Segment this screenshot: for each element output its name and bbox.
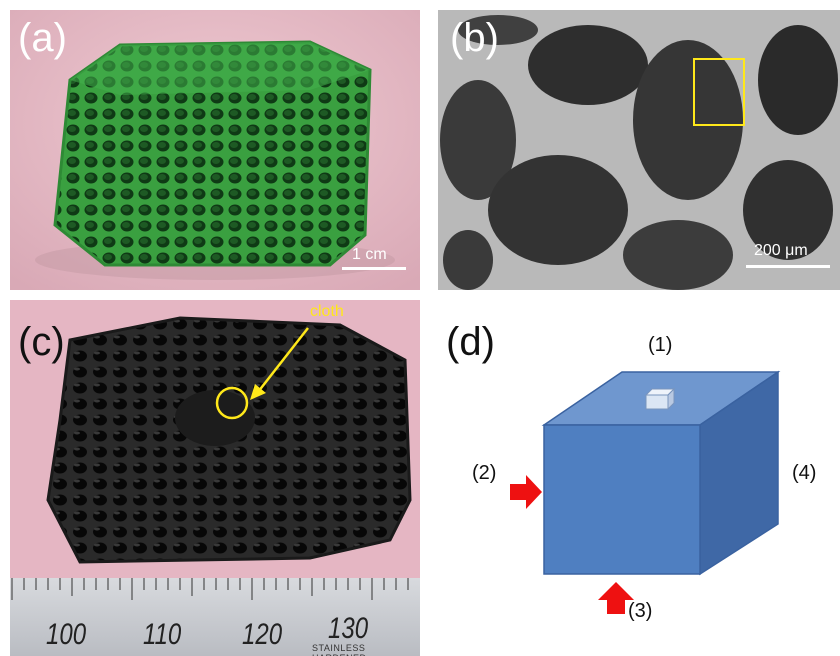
black-foam-image <box>10 300 420 656</box>
panel-c-photo: (c) cloth 100 110 120 130 STAINLESS HARD… <box>10 300 420 656</box>
ruler <box>10 578 420 656</box>
cube-diagram <box>510 370 781 614</box>
cloth-arrow-line <box>257 327 309 393</box>
label-1: (1) <box>648 334 673 356</box>
ruler-brand-text: STAINLESS HARDENED <box>312 643 366 656</box>
panel-c-label: (c) <box>18 320 65 364</box>
panel-d-label: (d) <box>446 320 495 364</box>
label-3: (3) <box>628 600 653 622</box>
panel-b-micrograph: (b) 200 μm <box>438 10 840 290</box>
sample-cube-front <box>645 394 669 410</box>
ruler-number-100: 100 <box>46 618 87 651</box>
region-of-interest-box <box>693 58 745 126</box>
green-foam-image <box>10 10 420 290</box>
panel-a-scale-label: 1 cm <box>352 246 387 263</box>
label-4: (4) <box>792 462 817 484</box>
cloth-arrow-head <box>250 384 266 400</box>
sem-image <box>438 10 840 290</box>
panel-b-label: (b) <box>450 16 499 60</box>
arrow-bottom-red <box>598 582 634 614</box>
cloth-annotation-label: cloth <box>310 303 344 320</box>
cloth-circle <box>215 386 249 420</box>
panel-a-photo: (a) 1 cm <box>10 10 420 290</box>
ruler-number-130: 130 <box>328 612 369 645</box>
panel-b-scale-label: 200 μm <box>754 242 808 259</box>
ruler-number-120: 120 <box>242 618 283 651</box>
cube-front-face <box>543 424 701 575</box>
panel-a-label: (a) <box>18 16 67 60</box>
panel-b-scale-bar <box>746 265 830 268</box>
label-2: (2) <box>472 462 497 484</box>
ruler-number-110: 110 <box>143 618 182 651</box>
panel-d-diagram: (d) (1) (2) (3) (4) <box>438 300 840 656</box>
sample-cube-side <box>667 387 675 411</box>
arrow-left-red <box>510 475 542 509</box>
panel-a-scale-bar <box>342 267 406 270</box>
cloth-patch <box>175 390 255 446</box>
